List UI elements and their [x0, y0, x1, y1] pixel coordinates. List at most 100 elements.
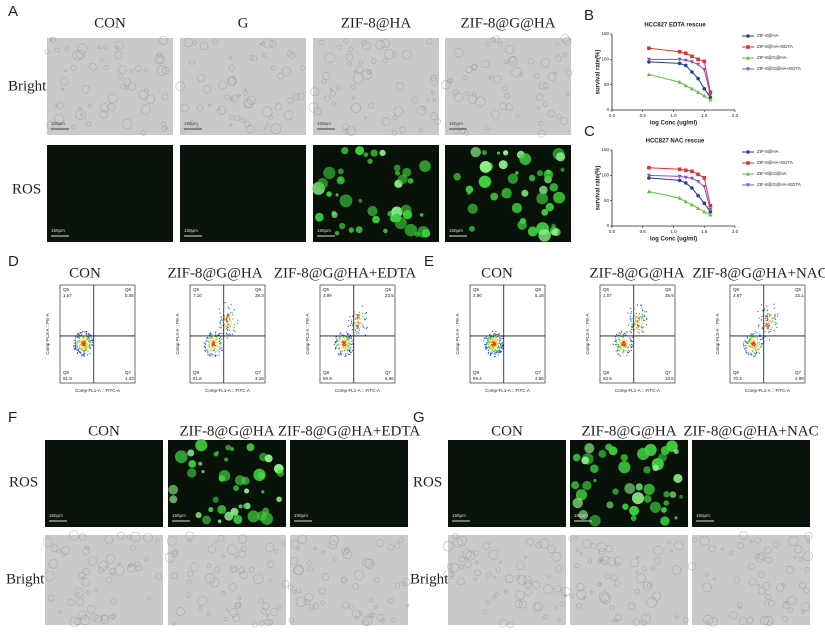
cell-event	[631, 318, 633, 320]
cell-event	[87, 334, 90, 336]
cell-event	[233, 309, 235, 311]
cell-texture	[93, 614, 102, 623]
quadrant-value: 3.89	[323, 293, 332, 298]
cell-event	[489, 354, 492, 357]
cell-texture	[267, 619, 274, 625]
cell-texture	[799, 581, 807, 589]
cell-texture	[708, 616, 718, 627]
cell-event	[80, 344, 82, 346]
cell-texture	[290, 557, 299, 566]
cell-texture	[456, 577, 465, 586]
cell-texture	[321, 550, 325, 554]
scale-bar-label: 150μm	[452, 513, 466, 518]
scale-bar-label: 150μm	[317, 121, 331, 126]
cell-event	[625, 350, 627, 352]
cell-event	[73, 346, 75, 348]
cell-texture	[103, 45, 108, 50]
cell-texture	[56, 101, 64, 110]
legend-marker	[746, 67, 750, 72]
cell-texture	[114, 45, 119, 50]
cell-texture	[322, 72, 330, 80]
cell-event	[629, 338, 632, 340]
cell-event	[212, 341, 214, 343]
cell-texture	[373, 605, 378, 609]
cell-texture	[368, 102, 374, 109]
cell-event	[483, 340, 485, 342]
cell-event	[87, 340, 89, 342]
cell-event	[632, 323, 634, 325]
y-tick-label: 50	[604, 198, 610, 203]
cell-event	[359, 321, 361, 324]
cell-event	[766, 318, 768, 320]
cell-texture	[114, 50, 123, 59]
data-point	[684, 168, 688, 173]
quadrant-name: Q5	[733, 287, 740, 292]
cell-event	[497, 343, 499, 345]
cell-texture	[130, 531, 141, 543]
cell-event	[752, 350, 754, 352]
y-axis-label: Comp-PL3-A :: PE-A	[305, 313, 310, 354]
cell-event	[78, 334, 80, 336]
panel-label: E	[424, 253, 434, 270]
cell-event	[230, 322, 233, 324]
cell-event	[215, 338, 217, 340]
cell-texture	[559, 117, 568, 125]
cell-event	[750, 352, 752, 354]
green-signal	[379, 149, 386, 157]
cell-event	[744, 347, 747, 349]
cell-event	[334, 342, 336, 344]
cell-texture	[78, 610, 87, 620]
green-signal	[556, 152, 566, 162]
cell-event	[635, 316, 637, 318]
green-signal	[551, 228, 558, 236]
cell-event	[340, 354, 342, 356]
cell-texture	[229, 608, 238, 617]
green-signal	[663, 491, 670, 498]
cell-event	[752, 347, 754, 349]
cell-texture	[366, 69, 372, 74]
cell-event	[84, 331, 86, 333]
legend-label: ZIF-8@HA	[757, 149, 779, 154]
cell-texture	[270, 608, 279, 617]
y-axis-label: survival rate(%)	[596, 166, 602, 211]
cell-event	[493, 343, 495, 346]
cell-event	[212, 340, 214, 342]
cell-event	[343, 334, 345, 336]
cell-event	[754, 346, 756, 348]
data-point	[677, 178, 682, 183]
cell-texture	[321, 79, 327, 85]
cell-event	[774, 314, 776, 316]
quadrant-name: Q6	[385, 287, 392, 292]
cell-texture	[748, 563, 755, 571]
cell-event	[627, 345, 629, 348]
data-point	[702, 176, 707, 180]
cell-texture	[229, 123, 233, 127]
green-signal	[498, 160, 508, 170]
cell-event	[488, 341, 490, 343]
cell-event	[366, 326, 368, 329]
cell-event	[499, 339, 502, 341]
series-line	[648, 177, 711, 213]
cell-event	[85, 339, 87, 341]
cell-texture	[514, 600, 523, 608]
cell-event	[619, 339, 621, 341]
cell-event	[754, 343, 756, 345]
data-point	[689, 202, 694, 207]
cell-event	[775, 323, 777, 325]
cell-texture	[127, 82, 137, 91]
green-signal	[218, 469, 231, 482]
green-signal	[470, 146, 481, 158]
cell-event	[638, 318, 640, 320]
cell-event	[498, 352, 500, 354]
quadrant-value: 2.98	[795, 376, 804, 381]
data-point	[696, 172, 700, 177]
cell-texture	[234, 115, 241, 122]
cell-texture	[364, 558, 375, 569]
cell-texture	[42, 537, 53, 548]
cell-event	[770, 314, 772, 316]
cell-event	[86, 343, 88, 345]
cell-event	[496, 344, 498, 347]
cell-event	[640, 319, 642, 321]
cell-event	[209, 354, 211, 356]
cell-event	[745, 345, 747, 347]
